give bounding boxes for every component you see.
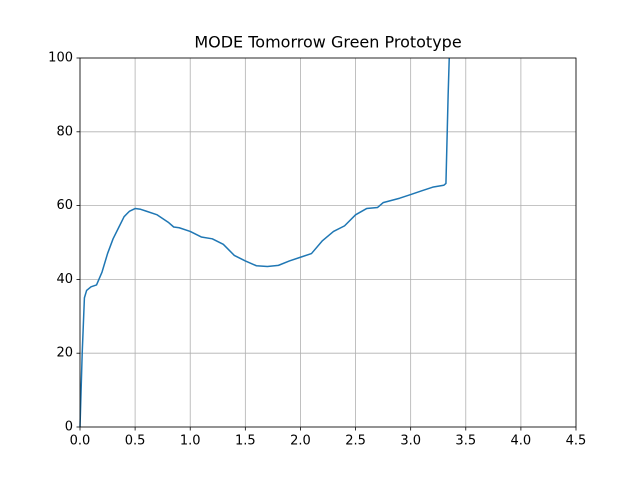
y-tick-label: 20 (56, 346, 73, 361)
y-tick-label: 60 (56, 198, 73, 213)
chart-title: MODE Tomorrow Green Prototype (194, 33, 461, 52)
x-tick-label: 1.0 (180, 434, 201, 449)
x-tick-label: 3.0 (400, 434, 421, 449)
x-tick-label: 0.0 (70, 434, 91, 449)
x-tick-label: 4.5 (566, 434, 587, 449)
y-tick-label: 0 (65, 420, 73, 435)
x-tick-label: 1.5 (235, 434, 256, 449)
x-tick-label: 2.0 (290, 434, 311, 449)
y-tick-label: 80 (56, 124, 73, 139)
y-tick-label: 100 (48, 51, 73, 66)
y-tick-label: 40 (56, 272, 73, 287)
axes-frame (79, 57, 577, 428)
x-tick-label: 4.0 (511, 434, 532, 449)
x-tick-label: 3.5 (455, 434, 476, 449)
x-tick-label: 0.5 (125, 434, 146, 449)
data-line (79, 57, 450, 428)
x-tick-label: 2.5 (345, 434, 366, 449)
